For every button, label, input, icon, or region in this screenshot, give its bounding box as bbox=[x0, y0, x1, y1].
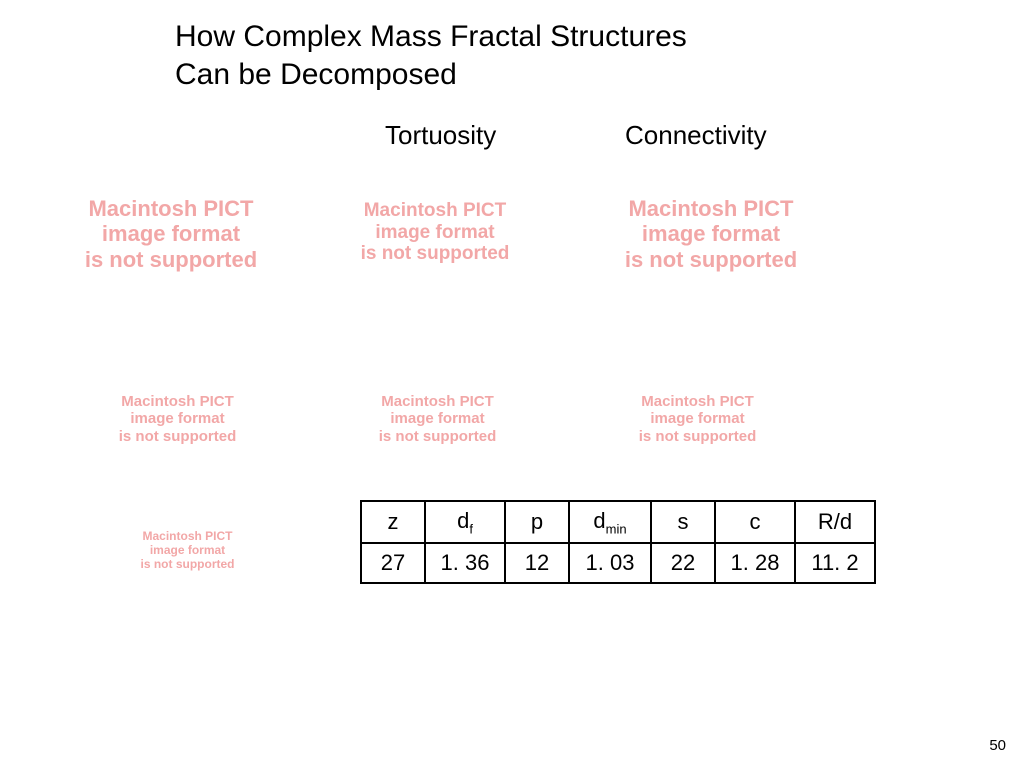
cell-z: 27 bbox=[361, 543, 425, 583]
pict-placeholder: Macintosh PICT image format is not suppo… bbox=[340, 175, 530, 290]
pict-placeholder: Macintosh PICT image format is not suppo… bbox=[105, 380, 250, 458]
subhead-connectivity: Connectivity bbox=[625, 120, 767, 151]
pict-text: Macintosh PICT image format is not suppo… bbox=[119, 393, 237, 445]
cell-p: 12 bbox=[505, 543, 569, 583]
pict-text: Macintosh PICT image format is not suppo… bbox=[361, 200, 510, 266]
pict-placeholder: Macintosh PICT image format is not suppo… bbox=[600, 170, 822, 298]
pict-text: Macintosh PICT image format is not suppo… bbox=[639, 393, 757, 445]
col-z: z bbox=[361, 501, 425, 543]
data-table: z df p dmin s c R/d 27 1. 36 12 1. 03 22… bbox=[360, 500, 876, 584]
pict-text: Macintosh PICT image format is not suppo… bbox=[85, 196, 257, 272]
col-p: p bbox=[505, 501, 569, 543]
cell-df: 1. 36 bbox=[425, 543, 505, 583]
col-c: c bbox=[715, 501, 795, 543]
title-line-1: How Complex Mass Fractal Structures bbox=[175, 20, 687, 53]
slide-title: How Complex Mass Fractal Structures Can … bbox=[175, 18, 687, 93]
slide: How Complex Mass Fractal Structures Can … bbox=[0, 0, 1024, 768]
cell-s: 22 bbox=[651, 543, 715, 583]
table-header-row: z df p dmin s c R/d bbox=[361, 501, 875, 543]
cell-c: 1. 28 bbox=[715, 543, 795, 583]
col-dmin: dmin bbox=[569, 501, 651, 543]
col-rd: R/d bbox=[795, 501, 875, 543]
pict-placeholder: Macintosh PICT image format is not suppo… bbox=[625, 380, 770, 458]
table-row: 27 1. 36 12 1. 03 22 1. 28 11. 2 bbox=[361, 543, 875, 583]
pict-placeholder: Macintosh PICT image format is not suppo… bbox=[130, 520, 245, 582]
col-s: s bbox=[651, 501, 715, 543]
pict-placeholder: Macintosh PICT image format is not suppo… bbox=[365, 380, 510, 458]
title-line-2: Can be Decomposed bbox=[175, 58, 457, 91]
cell-rd: 11. 2 bbox=[795, 543, 875, 583]
cell-dmin: 1. 03 bbox=[569, 543, 651, 583]
pict-text: Macintosh PICT image format is not suppo… bbox=[379, 393, 497, 445]
pict-text: Macintosh PICT image format is not suppo… bbox=[141, 530, 235, 571]
page-number: 50 bbox=[989, 737, 1006, 754]
col-df: df bbox=[425, 501, 505, 543]
pict-text: Macintosh PICT image format is not suppo… bbox=[625, 196, 797, 272]
subhead-tortuosity: Tortuosity bbox=[385, 120, 496, 151]
pict-placeholder: Macintosh PICT image format is not suppo… bbox=[60, 170, 282, 298]
